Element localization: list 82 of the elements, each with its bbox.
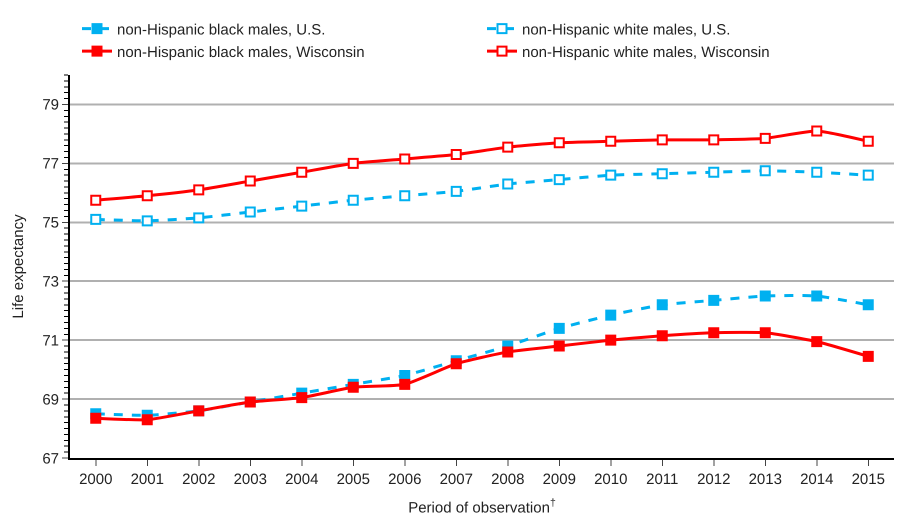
x-tick-label: 2012 <box>697 471 730 488</box>
point <box>605 310 616 321</box>
y-axis-title: Life expectancy <box>10 214 28 319</box>
legend-label: non-Hispanic white males, Wisconsin <box>522 44 770 61</box>
point <box>90 214 102 225</box>
point <box>811 125 822 136</box>
x-tick-label: 2006 <box>388 471 422 488</box>
x-tick-label: 2014 <box>800 471 834 488</box>
point <box>502 178 514 190</box>
point <box>760 327 771 338</box>
point <box>450 358 462 370</box>
point <box>348 194 359 206</box>
x-tick-label: 2013 <box>748 471 782 488</box>
point <box>554 174 565 186</box>
y-tick-label: 71 <box>42 332 59 350</box>
point <box>554 340 565 352</box>
point <box>760 132 771 144</box>
x-tick-label: 2003 <box>234 471 267 488</box>
point <box>656 330 668 342</box>
point <box>862 136 874 147</box>
y-tick-label: 79 <box>42 96 59 114</box>
point <box>502 142 514 153</box>
x-tick-label: 2005 <box>336 471 370 488</box>
x-tick-label: 2001 <box>130 471 164 488</box>
x-tick-label: 2011 <box>646 471 678 488</box>
point <box>193 184 204 196</box>
point <box>605 136 616 147</box>
point <box>142 414 153 426</box>
point <box>862 299 874 310</box>
point <box>244 206 256 218</box>
point <box>502 346 514 358</box>
point <box>605 334 616 346</box>
point <box>811 336 822 348</box>
point <box>348 158 359 169</box>
point <box>708 294 720 306</box>
point <box>708 134 720 146</box>
point <box>450 149 462 160</box>
y-tick-label: 67 <box>42 450 59 468</box>
point <box>760 290 771 302</box>
point <box>656 134 668 146</box>
y-tick-label: 77 <box>42 156 59 173</box>
point <box>244 176 256 187</box>
x-tick-label: 2008 <box>491 471 524 488</box>
point <box>605 170 616 181</box>
point <box>811 290 822 302</box>
point <box>90 412 102 424</box>
legend-label: non-Hispanic black males, Wisconsin <box>117 44 365 61</box>
point <box>450 186 462 197</box>
legend-label: non-Hispanic white males, U.S. <box>522 21 730 38</box>
point <box>862 170 874 181</box>
x-tick-label: 2007 <box>440 471 473 488</box>
legend-label: non-Hispanic black males, U.S. <box>117 21 326 38</box>
point <box>399 153 410 164</box>
point <box>862 350 874 362</box>
point <box>399 378 410 390</box>
point <box>656 299 668 310</box>
point <box>554 137 565 148</box>
x-tick-label: 2002 <box>182 471 216 488</box>
point <box>142 215 153 226</box>
point <box>760 165 771 176</box>
point <box>296 200 308 212</box>
x-tick-label: 2000 <box>79 471 112 488</box>
point <box>656 168 668 180</box>
point <box>554 322 565 334</box>
point <box>348 382 359 393</box>
y-tick-label: 69 <box>42 391 59 408</box>
point <box>708 166 720 178</box>
x-tick-label: 2010 <box>594 471 628 488</box>
point <box>90 194 102 206</box>
x-tick-label: 2015 <box>852 471 885 488</box>
point <box>708 327 720 338</box>
point <box>399 190 410 202</box>
y-tick-label: 73 <box>42 273 59 290</box>
point <box>193 212 204 224</box>
point <box>296 392 308 404</box>
point <box>296 166 308 178</box>
point <box>811 166 822 178</box>
x-tick-label: 2009 <box>542 471 576 488</box>
y-tick-label: 75 <box>42 214 59 232</box>
x-axis-title: Period of observation$^{†}$ <box>408 497 556 516</box>
point <box>142 190 153 202</box>
x-tick-label: 2004 <box>285 471 318 488</box>
